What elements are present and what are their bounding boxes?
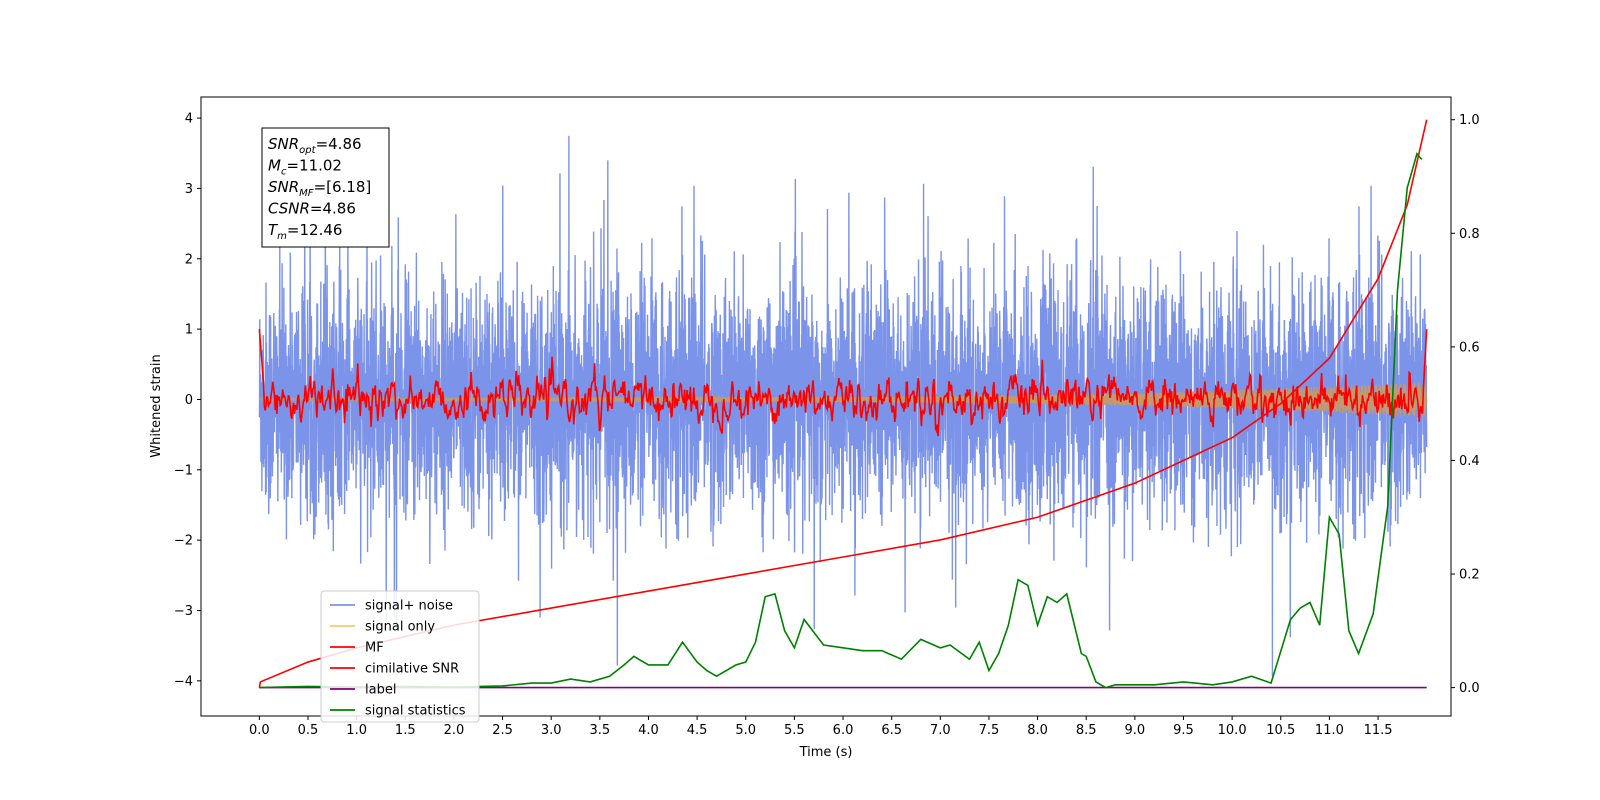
x-tick-label: 3.5 (589, 723, 610, 738)
legend: signal+ noise signal only MF cimilative SNR… (320, 590, 480, 723)
x-tick-label: 1.5 (395, 723, 416, 738)
legend-label: signal statistics (365, 704, 466, 719)
x-tick-label: 3.0 (541, 723, 562, 738)
annotation-line: CSNR=4.86 (268, 200, 356, 218)
y-left-tick-label: −3 (174, 604, 193, 619)
x-axis-label: Time (s) (799, 745, 853, 760)
x-tick-label: 11.5 (1364, 723, 1393, 738)
y-axis-label: Whitened strain (149, 354, 164, 457)
x-tick-label: 7.5 (979, 723, 1000, 738)
legend-label: signal+ noise (365, 599, 453, 614)
x-tick-label: 2.5 (492, 723, 513, 738)
legend-label: label (365, 683, 396, 698)
ticks-layer: 0.0 0.5 1.0 1.5 2.0 2.5 3.0 3.5 4.0 4.5 5.0 5.5 6.0 6… (174, 112, 1480, 738)
x-tick-label: 2.0 (444, 723, 465, 738)
x-tick-label: 8.5 (1076, 723, 1097, 738)
annotation-line: SNRMF=[6.18] (268, 178, 371, 199)
legend-frame (320, 590, 480, 723)
y-left-tick-label: 1 (185, 323, 193, 338)
y-left-tick-label: 4 (185, 112, 193, 127)
y-right-tick-label: 1.0 (1459, 113, 1480, 128)
x-tick-label: 10.0 (1218, 723, 1247, 738)
x-tick-label: 4.5 (687, 723, 708, 738)
x-tick-label: 6.0 (833, 723, 854, 738)
x-tick-label: 5.5 (784, 723, 805, 738)
y-right-tick-label: 0.8 (1459, 227, 1480, 242)
annotation-box: SNRopt=4.86Mc=11.02SNRMF=[6.18]CSNR=4.86… (261, 127, 390, 248)
x-tick-label: 9.0 (1125, 723, 1146, 738)
y-left-tick-label: 3 (185, 182, 193, 197)
x-tick-label: 5.0 (735, 723, 756, 738)
y-left-tick-label: −1 (174, 463, 193, 478)
y-left-tick-label: 2 (185, 252, 193, 267)
annotation-line: Mc=11.02 (268, 157, 342, 178)
y-right-tick-label: 0.4 (1459, 454, 1480, 469)
plot-frame (200, 96, 1452, 717)
series-signal-noise (258, 135, 1428, 677)
x-tick-label: 1.0 (346, 723, 367, 738)
annotation-line: Tm=12.46 (268, 221, 342, 242)
legend-label: cimilative SNR (365, 662, 459, 677)
x-tick-label: 0.0 (249, 723, 270, 738)
x-tick-label: 9.5 (1173, 723, 1194, 738)
x-tick-label: 11.0 (1315, 723, 1344, 738)
y-left-tick-label: −2 (174, 534, 193, 549)
annotation-lines: SNRopt=4.86Mc=11.02SNRMF=[6.18]CSNR=4.86… (268, 135, 371, 242)
y-left-tick-label: −4 (174, 674, 193, 689)
legend-items: signal+ noise signal only MF cimilative SNR… (330, 599, 466, 719)
x-tick-label: 10.5 (1266, 723, 1295, 738)
x-tick-label: 8.0 (1027, 723, 1048, 738)
x-tick-label: 7.0 (930, 723, 951, 738)
legend-label: MF (365, 641, 384, 656)
annotation-box-frame (261, 127, 390, 248)
x-tick-label: 4.0 (638, 723, 659, 738)
x-tick-label: 6.5 (881, 723, 902, 738)
series-mf (258, 329, 1428, 437)
legend-label: signal only (365, 620, 435, 635)
x-tick-label: 0.5 (298, 723, 319, 738)
y-right-tick-label: 0.2 (1459, 568, 1480, 583)
y-right-tick-label: 0.0 (1459, 681, 1480, 696)
y-left-tick-label: 0 (185, 393, 193, 408)
series-signal-statistics (259, 152, 1423, 689)
y-right-tick-label: 0.6 (1459, 340, 1480, 355)
annotation-line: SNRopt=4.86 (268, 135, 362, 156)
